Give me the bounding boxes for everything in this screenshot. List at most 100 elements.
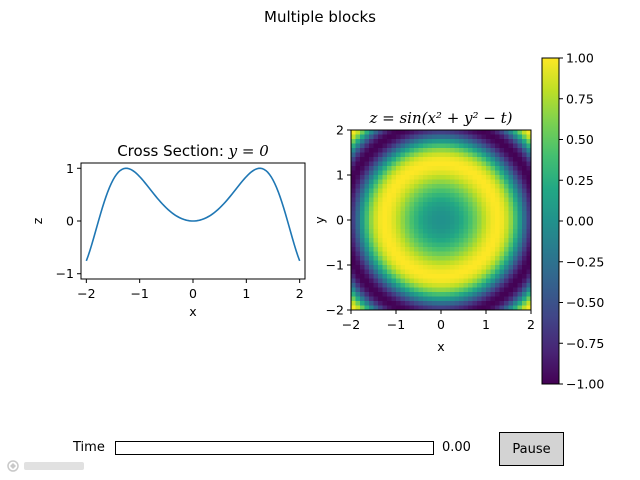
heatmap-cell [450,161,455,167]
heatmap-cell [414,251,419,257]
heatmap-cell [450,193,455,198]
heatmap-cell [463,278,469,284]
heatmap-cell [351,143,356,149]
heatmap-cell [423,278,428,284]
heatmap-cell [522,152,527,158]
heatmap-cell [445,184,451,189]
heatmap-cell [481,184,487,189]
heatmap-cell [499,251,505,257]
heatmap-cell [490,305,496,311]
heatmap-cell [427,238,433,243]
heatmap-cell [499,184,505,189]
heatmap-cell [391,188,397,194]
heatmap-cell [378,220,383,225]
heatmap-cell [441,157,446,162]
heatmap-cell [490,278,496,284]
heatmap-cell [364,274,370,279]
heatmap-cell [369,224,374,230]
heatmap-cell [369,233,374,239]
heatmap-cell [382,265,388,270]
heatmap-cell [364,134,370,140]
heatmap-cell [477,274,482,279]
heatmap-cell [409,274,415,279]
heatmap-cell [472,179,478,185]
heatmap-cell [396,202,401,207]
heatmap-cell [432,175,437,180]
heatmap-cell [513,265,518,270]
heatmap-cell [355,211,361,216]
heatmap-cell [472,134,478,140]
heatmap-cell [382,148,388,153]
heatmap-cell [495,211,500,216]
cross-section-axes: Cross Section: y = 0 −2 −1 0 1 2 −101 x z [30,142,306,319]
heatmap-cell [382,166,388,171]
heatmap-cell [387,283,392,288]
heatmap-cell [486,224,491,230]
heatmap-cell [472,292,478,297]
heatmap-cell [463,139,469,144]
heatmap-cell [463,265,469,270]
heatmap-cell [396,179,401,185]
heatmap-cell [432,287,437,293]
heatmap-cell [414,166,419,171]
heatmap-cell [513,233,518,239]
heatmap-cell [400,269,406,275]
heatmap-cell [508,170,514,176]
heatmap-cell [526,184,532,189]
heatmap-cell [504,292,509,297]
heatmap-cell [418,170,424,176]
heatmap-cell [508,188,514,194]
heatmap-cell [468,130,473,135]
heatmap-cell [396,292,401,297]
heatmap-cell [396,184,401,189]
heatmap-cell [409,143,415,149]
heatmap-cell [499,296,505,302]
heatmap-cell [504,179,509,185]
heatmap-cell [396,265,401,270]
heatmap-cell [463,193,469,198]
heatmap-cell [391,305,397,311]
heatmap-cell [459,242,464,248]
heatmap-cell [409,157,415,162]
heatmap-cell [490,287,496,293]
heatmap-cell [387,170,392,176]
heatmap-cell [387,287,392,293]
time-slider[interactable] [115,441,434,455]
heatmap-cell [472,143,478,149]
heatmap-cell [517,278,523,284]
heatmap-cell [373,238,379,243]
heatmap-cell [436,161,442,167]
heatmap-cell [387,301,392,306]
heatmap-cell [387,130,392,135]
heatmap-cell [391,260,397,266]
heatmap-cell [499,283,505,288]
heatmap-cell [486,247,491,252]
heatmap-cell [355,220,361,225]
heatmap-cell [418,224,424,230]
heatmap-cell [391,292,397,297]
heatmap-cell [355,152,361,158]
heatmap-cell [378,274,383,279]
heatmap-cell [355,292,361,297]
heatmap-cell [517,157,523,162]
heatmap-cell [409,134,415,140]
heatmap-cell [378,256,383,261]
heatmap-cell [517,188,523,194]
heatmap-cell [477,157,482,162]
heatmap-cell [373,134,379,140]
heatmap-cell [369,143,374,149]
heatmap-cell [477,229,482,234]
cross-section-xtick-label: −2 [77,286,95,301]
heatmap-cell [517,215,523,221]
heatmap-cell [405,278,410,284]
heatmap-cell [391,269,397,275]
heatmap-cell [369,292,374,297]
heatmap-cell [400,260,406,266]
heatmap-cell [459,233,464,239]
heatmap-cell [369,152,374,158]
pause-button[interactable]: Pause [499,432,564,466]
heatmap-cell [432,143,437,149]
heatmap-cell [504,260,509,266]
heatmap-cell [378,161,383,167]
heatmap-cell [396,256,401,261]
